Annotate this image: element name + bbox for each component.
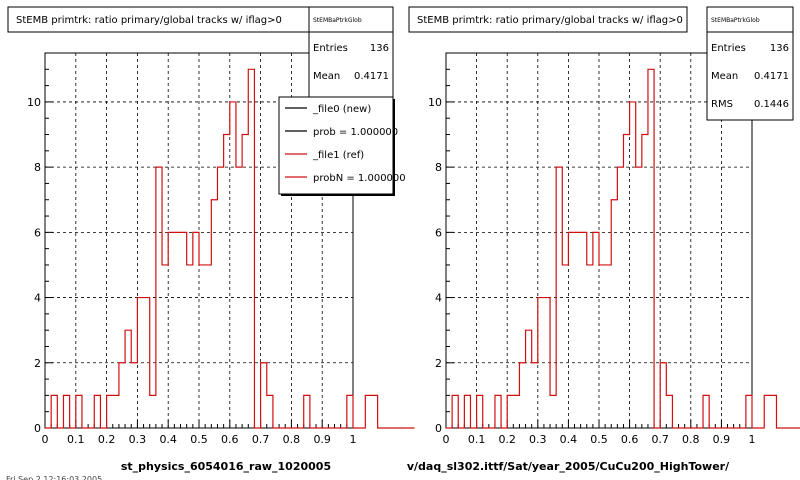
x-tick-label: 0.6 xyxy=(221,433,239,446)
x-tick-label: 0.5 xyxy=(190,433,208,446)
y-tick-label: 6 xyxy=(435,226,442,239)
plot-title: StEMB primtrk: ratio primary/global trac… xyxy=(417,15,683,26)
timestamp-footer: Fri Sep 2 12:16:03 2005 xyxy=(6,475,102,480)
legend-entry: probN = 1.000000 xyxy=(313,173,406,184)
stats-value: 136 xyxy=(770,43,789,54)
x-tick-label: 0 xyxy=(42,433,49,446)
x-tick-label: 0.8 xyxy=(682,433,700,446)
legend-entry: prob = 1.000000 xyxy=(313,127,398,138)
stats-name: StEMBaPtrkGlob xyxy=(711,17,760,24)
y-tick-label: 4 xyxy=(34,292,41,305)
histogram-pad-1: 0 0.1 0.2 0.3 0.4 0.5 0.6 0.7 0.8 0.9 10246810StEM… xyxy=(7,6,415,473)
y-tick-label: 0 xyxy=(34,422,41,435)
y-tick-label: 10 xyxy=(27,96,41,109)
x-tick-label: 0.9 xyxy=(713,433,731,446)
x-axis-label: st_physics_6054016_raw_1020005 xyxy=(121,460,331,473)
x-tick-label: 1 xyxy=(350,433,357,446)
histogram-series-ref xyxy=(45,68,415,429)
x-tick-label: 0 xyxy=(443,433,450,446)
y-tick-label: 8 xyxy=(34,161,41,174)
y-tick-label: 2 xyxy=(34,357,41,370)
x-tick-label: 0.3 xyxy=(129,433,147,446)
y-tick-label: 10 xyxy=(428,96,442,109)
stats-box xyxy=(706,6,794,121)
y-tick-label: 0 xyxy=(435,422,442,435)
stats-value: 0.4171 xyxy=(754,71,789,82)
y-tick-label: 8 xyxy=(435,161,442,174)
y-tick-label: 4 xyxy=(435,292,442,305)
stats-value: 0.4171 xyxy=(354,71,389,82)
x-tick-label: 0.5 xyxy=(590,433,608,446)
x-tick-label: 0.3 xyxy=(529,433,547,446)
legend-entry: _file1 (ref) xyxy=(312,150,364,161)
title-box xyxy=(7,6,313,33)
x-tick-label: 0.4 xyxy=(159,433,177,446)
stats-label: Entries xyxy=(711,43,746,54)
histogram-pad-2: 0 0.1 0.2 0.3 0.4 0.5 0.6 0.7 0.8 0.9 10246810StEM… xyxy=(407,6,800,473)
x-tick-label: 0.4 xyxy=(560,433,578,446)
x-tick-label: 0.8 xyxy=(283,433,301,446)
x-tick-label: 0.2 xyxy=(98,433,116,446)
x-tick-label: 0.1 xyxy=(67,433,85,446)
x-tick-label: 0.6 xyxy=(621,433,639,446)
histogram-series-ref xyxy=(446,68,800,429)
y-tick-label: 2 xyxy=(435,357,442,370)
stats-value: 136 xyxy=(370,43,389,54)
stats-label: Entries xyxy=(313,43,348,54)
x-tick-label: 1 xyxy=(749,433,756,446)
plot-title: StEMB primtrk: ratio primary/global trac… xyxy=(16,15,282,26)
stats-label: RMS xyxy=(711,99,733,110)
stats-name: StEMBaPtrkGlob xyxy=(313,17,362,24)
x-axis-label: v/daq_sl302.ittf/Sat/year_2005/CuCu200_H… xyxy=(407,460,730,473)
y-tick-label: 6 xyxy=(34,226,41,239)
stats-value: 0.1446 xyxy=(754,99,789,110)
x-tick-label: 0.1 xyxy=(468,433,486,446)
stats-label: Mean xyxy=(711,71,738,82)
x-tick-label: 0.7 xyxy=(651,433,669,446)
legend: _file0 (new) prob = 1.000000 _file1 (ref) p… xyxy=(278,96,406,196)
x-tick-label: 0.7 xyxy=(252,433,270,446)
legend-entry: _file0 (new) xyxy=(312,104,371,115)
legend-box xyxy=(278,96,394,195)
x-tick-label: 0.2 xyxy=(498,433,516,446)
x-tick-label: 0.9 xyxy=(313,433,331,446)
title-box xyxy=(408,6,688,33)
stats-label: Mean xyxy=(313,71,340,82)
